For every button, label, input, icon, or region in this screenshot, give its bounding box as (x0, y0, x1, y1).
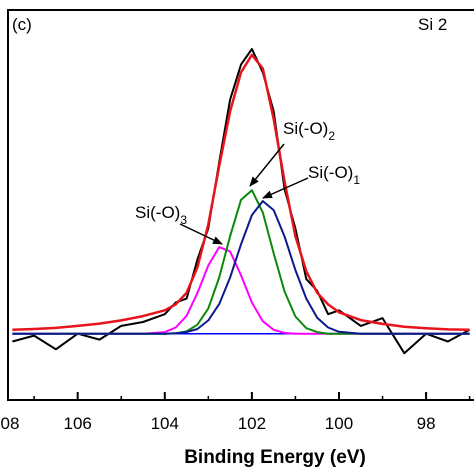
x-tick-label: 104 (151, 414, 179, 433)
annotation: Si(-O)3 (135, 203, 187, 227)
annotation-subscript: 2 (328, 129, 335, 143)
chart-title: Si 2 (418, 15, 447, 34)
annotation-text: Si(-O) (308, 163, 353, 182)
annotation-text: Si(-O) (135, 203, 180, 222)
x-axis-label: Binding Energy (eV) (184, 447, 366, 468)
annotation-arrow (262, 177, 309, 199)
series-line (12, 48, 471, 355)
series-line (12, 53, 470, 332)
panel-label: (c) (12, 15, 32, 34)
plot-frame (7, 9, 474, 401)
annotation-text: Si(-O) (283, 119, 328, 138)
annotation-arrow (249, 143, 285, 187)
annotation: Si(-O)2 (283, 119, 335, 143)
x-tick-label: 102 (238, 414, 266, 433)
annotation: Si(-O)1 (308, 163, 360, 187)
x-tick-label: 08 (1, 414, 20, 433)
series-line (12, 189, 470, 335)
x-tick-label: 100 (325, 414, 353, 433)
x-tick-label: 106 (63, 414, 91, 433)
annotation-subscript: 1 (353, 173, 360, 187)
series-line (12, 246, 470, 335)
series-line (12, 200, 470, 335)
annotation-subscript: 3 (180, 213, 187, 227)
x-tick-label: 98 (417, 414, 436, 433)
annotation-arrow (179, 223, 223, 245)
